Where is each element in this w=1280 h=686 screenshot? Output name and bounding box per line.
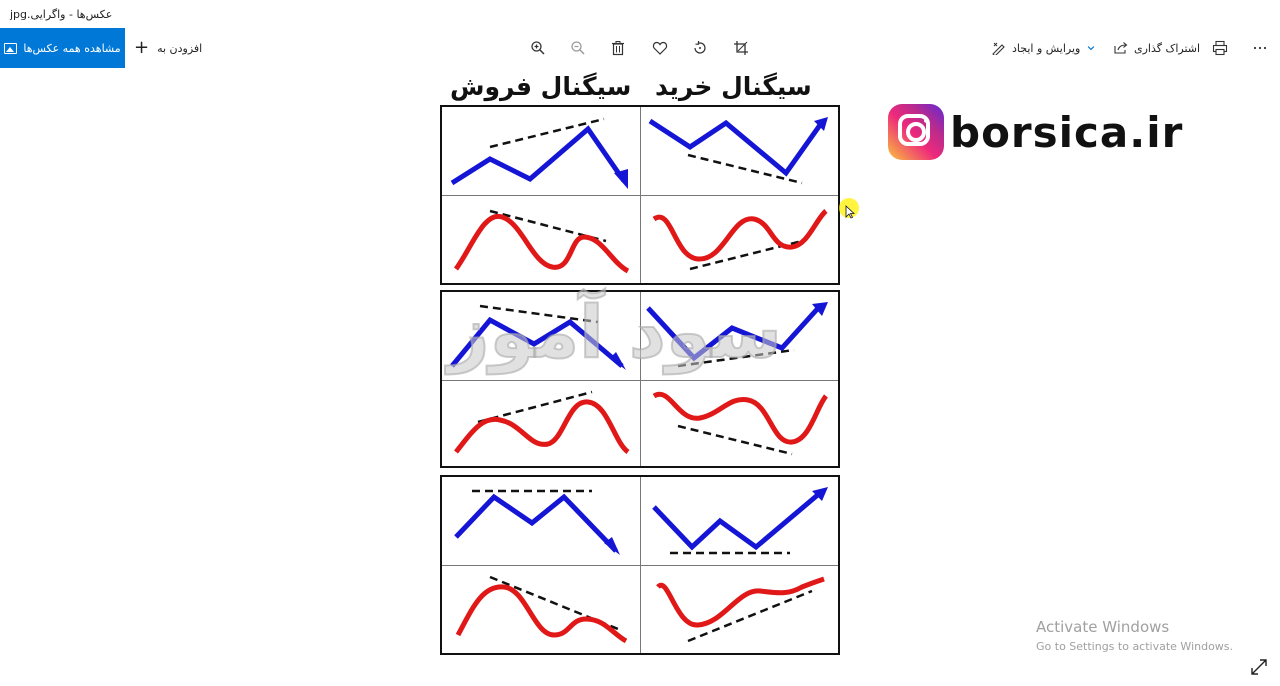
divergence-table-3 [440,475,840,655]
divergence-table-2 [440,290,840,468]
divergence-diagram-3 [454,487,828,644]
cursor-pointer-icon [845,205,855,219]
add-to-button[interactable]: + افزودن به [134,28,202,68]
window-title: عکس‌ها - واگرایی.jpg [10,8,113,21]
divergence-diagram-2 [450,302,829,456]
favorite-icon [652,41,668,55]
table-divider-vertical [640,292,641,466]
toolbar: مشاهده همه عکس‌ها + افزودن به ویرایش و ا… [0,28,1280,68]
see-all-photos-label: مشاهده همه عکس‌ها [23,41,121,55]
divergence-table-1 [440,105,840,285]
more-icon [1253,46,1267,50]
instagram-icon [888,104,944,160]
activate-windows-watermark: Activate Windows Go to Settings to activ… [1036,618,1233,653]
see-all-photos-button[interactable]: مشاهده همه عکس‌ها [0,28,125,68]
activate-windows-subtitle: Go to Settings to activate Windows. [1036,640,1234,653]
print-button[interactable] [1210,38,1230,58]
table-divider-horizontal [442,380,838,381]
table-divider-horizontal [442,195,838,196]
print-icon [1212,40,1228,56]
rotate-icon [694,41,706,54]
edit-create-label: ویرایش و ایجاد [1012,41,1081,55]
fullscreen-expand-icon[interactable] [1250,658,1268,676]
watermark-text: سود آموز [447,289,783,375]
plus-icon: + [134,37,150,58]
favorite-button[interactable] [650,38,670,58]
edit-create-button[interactable]: ویرایش و ایجاد [992,28,1096,68]
add-to-label: افزودن به [157,41,203,55]
chevron-down-icon [1088,46,1095,51]
photos-icon [4,42,18,54]
zoom-out-icon [571,41,585,55]
buy-signal-heading: سیگنال خرید [655,72,812,101]
delete-icon [612,41,624,56]
divergence-diagram-1 [450,117,828,274]
brand-text: borsica.ir [950,107,1184,157]
brand-logo: borsica.ir [888,104,1183,160]
activate-windows-title: Activate Windows [1036,618,1170,636]
share-button[interactable]: اشتراک گذاری [1114,28,1200,68]
zoom-in-icon [531,41,545,55]
more-options-button[interactable] [1250,38,1270,58]
mouse-cursor-highlight [839,198,859,219]
sell-signal-heading: سیگنال فروش [450,72,632,101]
zoom-in-button[interactable] [528,38,548,58]
title-bar: عکس‌ها - واگرایی.jpg [0,0,1280,28]
image-viewer: سیگنال خرید سیگنال فروش [0,68,1280,686]
share-label: اشتراک گذاری [1134,41,1201,55]
share-icon [1114,42,1128,54]
crop-icon [734,41,748,55]
table-divider-horizontal [442,565,838,566]
rotate-button[interactable] [690,38,710,58]
edit-create-icon [992,42,1005,55]
zoom-out-button[interactable] [568,38,588,58]
delete-button[interactable] [608,38,628,58]
crop-button[interactable] [731,38,751,58]
